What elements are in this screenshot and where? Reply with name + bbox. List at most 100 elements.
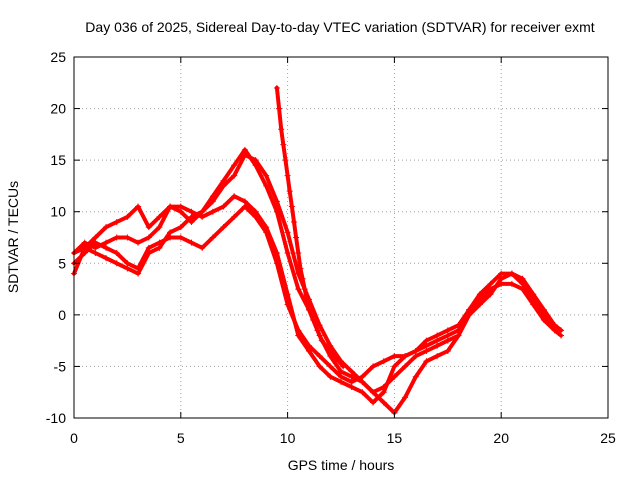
data-point (263, 182, 270, 189)
data-series-group (71, 84, 565, 416)
data-point (359, 389, 366, 396)
data-point (318, 337, 325, 344)
series-track-3 (71, 203, 565, 385)
data-point (558, 332, 565, 339)
data-point (188, 239, 195, 246)
data-point (444, 327, 451, 334)
data-point (124, 260, 131, 267)
data-point (188, 208, 195, 215)
data-point (92, 244, 99, 251)
data-point (156, 244, 163, 251)
series-track-5 (273, 84, 347, 370)
data-point (305, 347, 312, 354)
data-point (273, 260, 280, 267)
data-point (113, 249, 120, 256)
data-point (370, 389, 377, 396)
data-point (434, 332, 441, 339)
data-point (252, 208, 259, 215)
data-point (423, 347, 430, 354)
data-point (241, 198, 248, 205)
data-point (263, 172, 270, 179)
data-point (338, 378, 344, 385)
data-point (284, 301, 291, 308)
data-point (297, 265, 304, 272)
data-point (519, 280, 526, 287)
data-point (167, 234, 174, 241)
data-point (412, 373, 419, 380)
data-point (81, 239, 88, 246)
data-point (402, 363, 409, 370)
data-point (113, 234, 120, 241)
data-point (113, 260, 120, 267)
data-point (348, 384, 355, 391)
data-point (455, 332, 462, 339)
data-point (316, 353, 323, 360)
data-point (551, 322, 558, 329)
data-point (519, 286, 526, 293)
data-point (135, 265, 142, 272)
data-point (293, 234, 300, 241)
data-point (348, 373, 355, 380)
data-point (498, 275, 505, 282)
data-point (444, 347, 451, 354)
data-point (81, 249, 88, 256)
data-point (156, 239, 163, 246)
series-track-4 (71, 146, 462, 396)
data-point (124, 265, 131, 272)
data-point (434, 353, 441, 360)
data-point (558, 327, 565, 334)
x-axis-label: GPS time / hours (288, 457, 395, 473)
data-point (273, 208, 280, 215)
data-point (316, 322, 323, 329)
data-point (156, 224, 163, 231)
data-point (423, 342, 430, 349)
chart-title: Day 036 of 2025, Sidereal Day-to-day VTE… (85, 19, 594, 35)
data-point (391, 373, 398, 380)
y-axis-ticks: -10 -5 0 5 10 15 20 25 (46, 49, 608, 426)
y-tick-label: 10 (50, 204, 66, 220)
data-point (284, 249, 291, 256)
x-tick-label: 15 (387, 430, 403, 446)
data-point (276, 105, 283, 112)
data-point (295, 286, 302, 293)
data-point (338, 373, 344, 380)
data-point (145, 244, 152, 251)
data-point (295, 327, 302, 334)
data-point (487, 291, 494, 298)
data-point (540, 317, 547, 324)
data-point (209, 234, 216, 241)
data-point (92, 249, 99, 256)
data-point (299, 275, 306, 282)
data-point (476, 296, 483, 303)
data-point (508, 270, 515, 277)
data-point (92, 234, 99, 241)
data-point (530, 301, 537, 308)
data-point (92, 239, 99, 246)
data-point (380, 399, 387, 406)
data-point (284, 229, 291, 236)
data-point (487, 286, 494, 293)
data-point (209, 193, 216, 200)
y-tick-label: -10 (46, 410, 66, 426)
data-point (280, 141, 287, 148)
data-point (273, 198, 280, 205)
data-point (314, 327, 321, 334)
data-point (402, 353, 409, 360)
data-point (310, 317, 317, 324)
data-point (487, 280, 494, 287)
data-point (220, 224, 227, 231)
data-point (391, 353, 398, 360)
y-tick-label: 0 (58, 307, 66, 323)
x-tick-label: 0 (70, 430, 78, 446)
x-tick-label: 5 (177, 430, 185, 446)
data-point (295, 249, 302, 256)
data-point (370, 399, 377, 406)
data-point (188, 213, 195, 220)
data-point (113, 219, 120, 226)
data-point (423, 358, 430, 365)
data-point (188, 219, 195, 226)
data-point (508, 280, 515, 287)
data-point (338, 368, 344, 375)
data-point (444, 332, 451, 339)
data-point (252, 213, 259, 220)
